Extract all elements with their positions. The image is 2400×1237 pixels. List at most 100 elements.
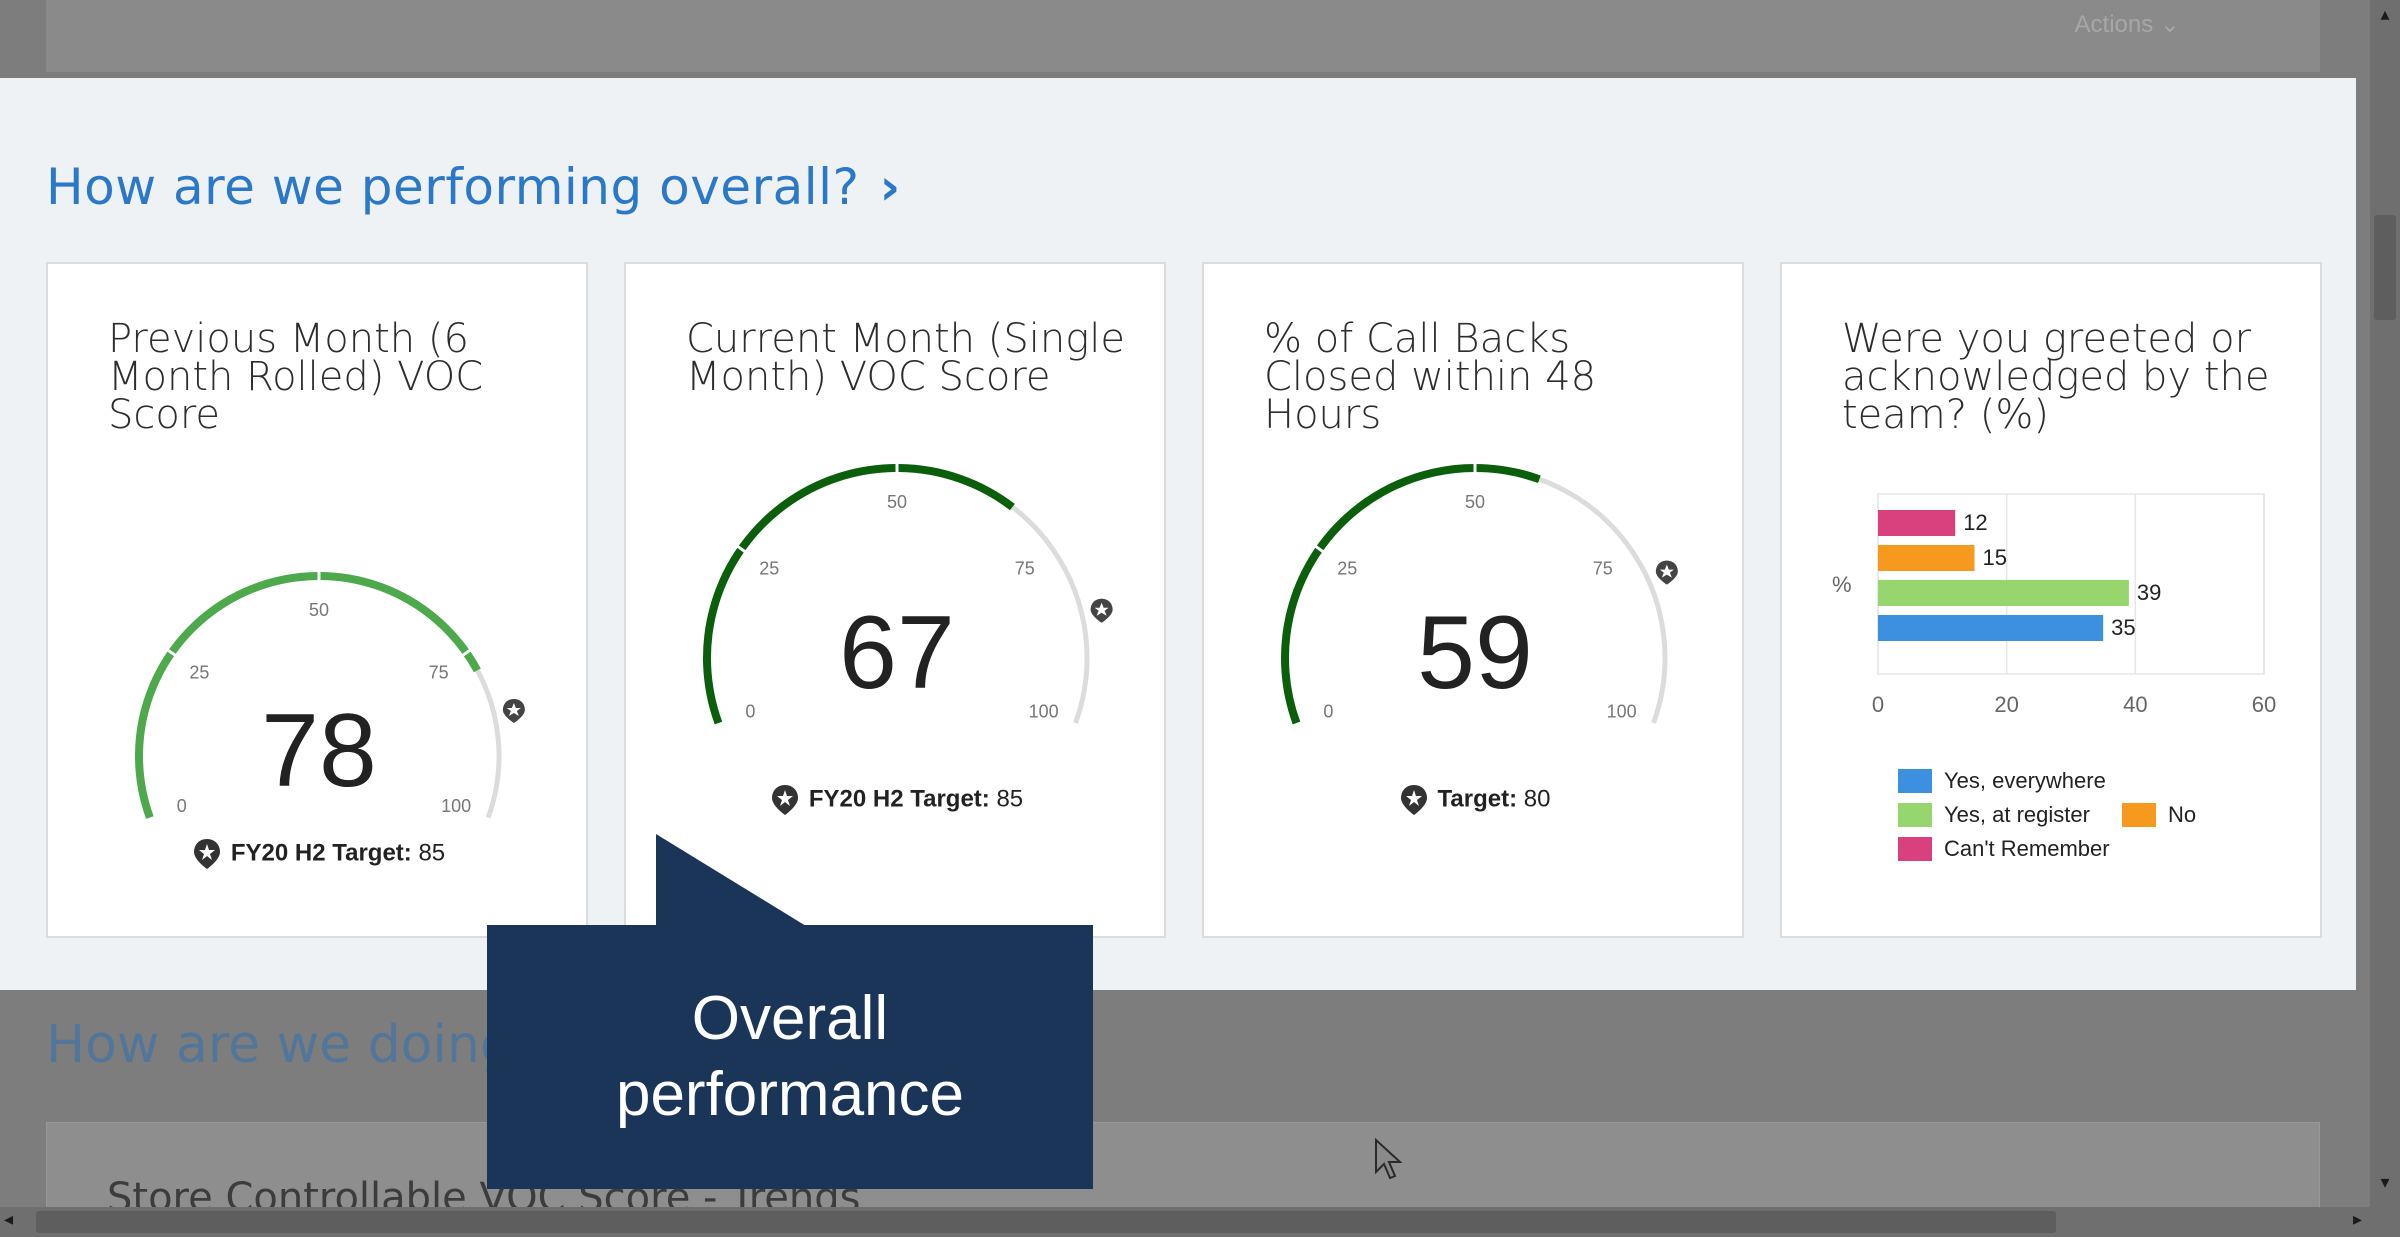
- legend-swatch: [1898, 803, 1932, 827]
- gauge-tick-label: 100: [441, 796, 471, 816]
- legend-item: Can't Remember: [1898, 836, 2110, 862]
- bar-data-label: 15: [1983, 545, 2007, 570]
- gauge-tick-label: 75: [429, 662, 449, 682]
- card-title: Were you greeted or acknowledged by the …: [1842, 316, 2270, 438]
- target-value: 85: [996, 785, 1024, 813]
- chart-legend: Yes, everywhere Yes, at register No Can'…: [1898, 764, 2278, 866]
- x-tick-label: 0: [1872, 692, 1884, 717]
- card-title: Current Month (Single Month) VOC Score: [686, 316, 1125, 400]
- callout-line-1: Overall: [691, 984, 889, 1053]
- callout-text: Overall performance: [487, 981, 1093, 1133]
- gauge-tick-label: 0: [177, 796, 187, 816]
- background-toolbar: Actions ⌄: [46, 0, 2320, 72]
- scroll-left-arrow-icon[interactable]: ◂: [4, 1209, 14, 1229]
- legend-swatch: [1898, 769, 1932, 793]
- gauge-tick-label: 0: [745, 701, 755, 721]
- gauge-target-marker-icon: [1655, 560, 1678, 585]
- y-axis-label: %: [1832, 572, 1852, 597]
- callout-pointer: [656, 834, 806, 926]
- vertical-scroll-thumb[interactable]: [2374, 215, 2396, 320]
- card-title: Previous Month (6 Month Rolled) VOC Scor…: [108, 316, 484, 438]
- bar: [1878, 510, 1956, 536]
- card-previous-month-voc[interactable]: Previous Month (6 Month Rolled) VOC Scor…: [46, 262, 588, 938]
- target-label: Target:: [1437, 785, 1518, 813]
- overall-performance-callout: Overall performance: [487, 925, 1093, 1189]
- gauge-tick-label: 25: [1337, 559, 1357, 579]
- bar: [1878, 545, 1975, 571]
- legend-swatch: [2121, 803, 2156, 827]
- scroll-up-arrow-icon[interactable]: ▴: [2380, 4, 2390, 24]
- gauge-tick-label: 50: [1465, 492, 1485, 512]
- scroll-down-arrow-icon[interactable]: ▾: [2380, 1172, 2390, 1192]
- target-value: 80: [1523, 785, 1551, 813]
- gauge-tick-label: 25: [189, 662, 209, 682]
- target-line: FY20 H2 Target: 85: [626, 784, 1168, 816]
- target-star-icon: [1400, 785, 1427, 815]
- gauge-value-arc: [703, 464, 1015, 725]
- gauge-tick: [460, 648, 473, 658]
- card-greeted-chart[interactable]: Were you greeted or acknowledged by the …: [1780, 262, 2322, 938]
- marker-star: [1094, 602, 1109, 616]
- gauge-tick-label: 75: [1593, 559, 1613, 579]
- gauge-tick: [165, 648, 178, 658]
- target-label: FY20 H2 Target:: [808, 785, 990, 813]
- actions-label: Actions: [2074, 11, 2154, 38]
- target-line: Target: 80: [1204, 784, 1746, 816]
- gauge-call-backs: 0 25 50 75 100 59: [1281, 462, 1678, 725]
- legend-label: Can't Remember: [1944, 836, 2110, 861]
- gauge-current-month: 0 25 50 75 100 67: [703, 462, 1113, 725]
- marker-star: [1659, 564, 1674, 578]
- gauge-target-marker-icon: [502, 699, 525, 724]
- target-value: 85: [418, 839, 446, 867]
- legend-item: No: [2121, 802, 2197, 828]
- bar-data-label: 35: [2111, 615, 2135, 640]
- scroll-right-arrow-icon[interactable]: ▸: [2352, 1209, 2362, 1229]
- next-section-title: How are we doing: [46, 1015, 513, 1075]
- horizontal-scroll-thumb[interactable]: [36, 1211, 2056, 1233]
- gauge-tick-label: 25: [759, 559, 779, 579]
- card-call-backs-closed[interactable]: % of Call Backs Closed within 48 Hours 0…: [1202, 262, 1744, 938]
- target-star-icon: [193, 839, 220, 869]
- gauge-tick-label: 50: [309, 600, 329, 620]
- gauge-tick-label: 100: [1607, 701, 1637, 721]
- bar-data-label: 39: [2137, 580, 2161, 605]
- target-star-icon: [771, 785, 798, 815]
- actions-menu[interactable]: Actions ⌄: [2074, 11, 2180, 38]
- gauge-tick-label: 75: [1015, 559, 1035, 579]
- section-title: How are we performing overall?: [46, 158, 860, 216]
- legend-swatch: [1898, 837, 1932, 861]
- gauge-value: 78: [261, 693, 377, 809]
- legend-label: Yes, everywhere: [1944, 768, 2106, 793]
- legend-item: Yes, everywhere: [1898, 768, 2106, 794]
- legend-item: Yes, at register: [1898, 802, 2090, 828]
- gauge-value-arc: [135, 572, 481, 819]
- x-tick-label: 40: [2123, 692, 2147, 717]
- card-current-month-voc[interactable]: Current Month (Single Month) VOC Score 0…: [624, 262, 1166, 938]
- gauge-tick-label: 0: [1323, 701, 1333, 721]
- mouse-cursor-icon: [1375, 1138, 1403, 1180]
- callout-line-2: performance: [615, 1060, 965, 1129]
- x-tick-label: 20: [1994, 692, 2018, 717]
- card-title: % of Call Backs Closed within 48 Hours: [1264, 316, 1597, 438]
- section-title-link[interactable]: How are we performing overall? ›: [46, 158, 901, 216]
- gauge-tick-label: 100: [1029, 701, 1059, 721]
- x-tick-label: 60: [2252, 692, 2276, 717]
- bar-data-label: 12: [1963, 510, 1987, 535]
- gauge-value: 59: [1417, 595, 1533, 711]
- gauge-target-marker-icon: [1090, 598, 1113, 623]
- overall-performance-panel: How are we performing overall? › Previous…: [0, 78, 2356, 990]
- gauge-tick: [1313, 544, 1326, 554]
- target-label: FY20 H2 Target:: [230, 839, 412, 867]
- horizontal-scrollbar[interactable]: ◂ ▸: [0, 1207, 2400, 1237]
- bar: [1878, 580, 2129, 606]
- legend-label: Yes, at register: [1944, 802, 2090, 827]
- gauge-previous-month: 0 25 50 75 100 78: [135, 570, 525, 819]
- marker-star: [506, 703, 521, 717]
- gauge-tick-label: 50: [887, 492, 907, 512]
- chevron-right-icon: ›: [879, 158, 901, 216]
- target-line: FY20 H2 Target: 85: [48, 838, 590, 870]
- vertical-scrollbar[interactable]: [2370, 0, 2400, 1207]
- gauge-tick: [735, 544, 748, 554]
- legend-label: No: [2167, 802, 2197, 827]
